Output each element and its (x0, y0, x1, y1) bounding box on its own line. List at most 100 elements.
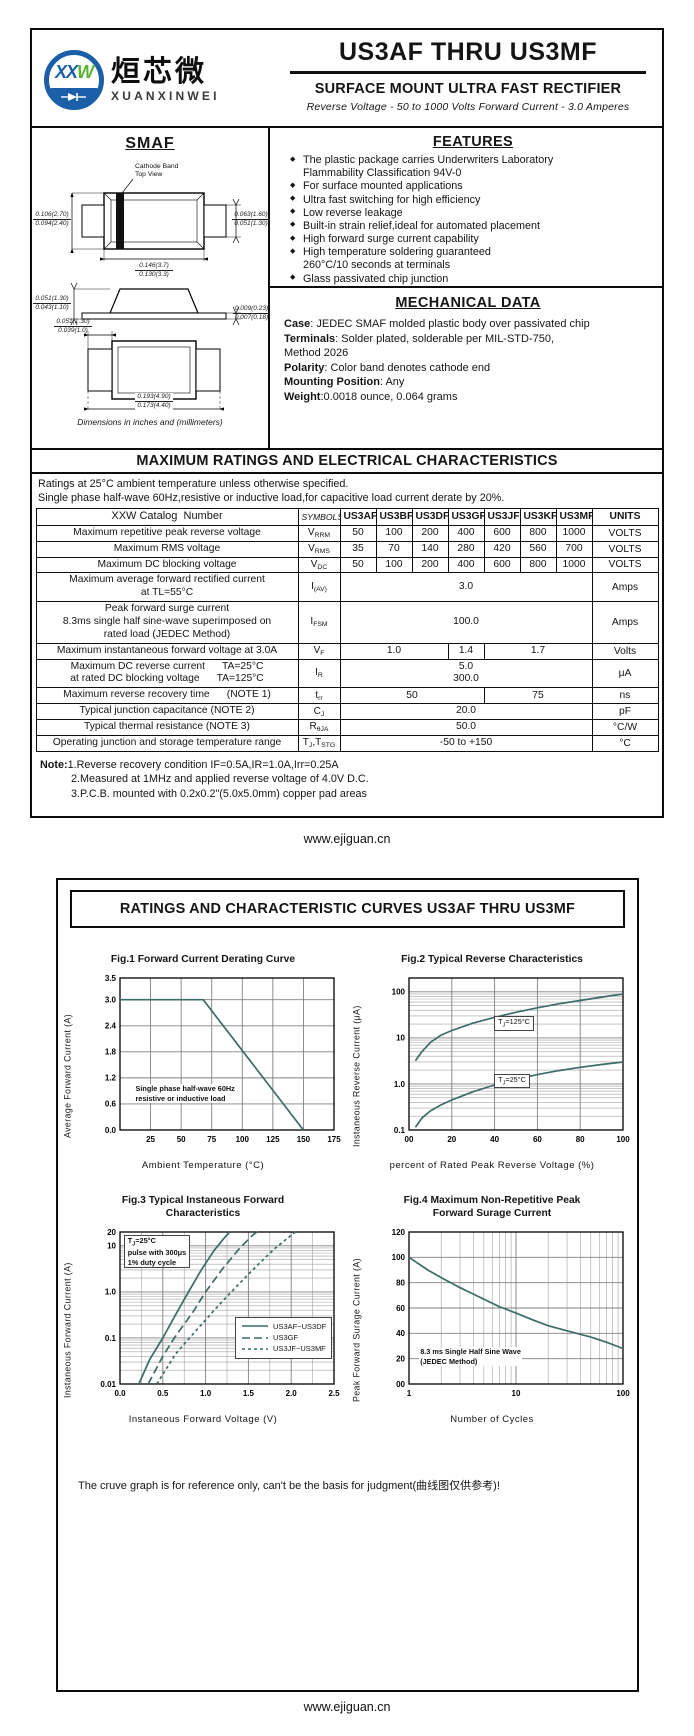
bullet-icon: ◆ (290, 247, 296, 255)
svg-text:60: 60 (396, 1304, 405, 1313)
table-row: Maximum repetitive peak reverse voltage V… (35, 524, 659, 542)
bullet-icon: ◆ (290, 274, 296, 282)
figure-fig2: Fig.2 Typical Reverse Characteristics In… (348, 954, 636, 1171)
symbol-cell: RθJA (297, 718, 341, 736)
svg-text:10: 10 (396, 1034, 405, 1043)
table-row: Operating junction and storage temperatu… (35, 734, 659, 752)
mechanical-lines: Case: JEDEC SMAF molded plastic body ove… (284, 317, 652, 404)
parameter-cell: Maximum instantaneous forward voltage at… (35, 642, 299, 660)
svg-text:1.0: 1.0 (200, 1389, 212, 1398)
legend-item: US3JF~US3MF (242, 1344, 326, 1354)
svg-text:150: 150 (296, 1135, 310, 1144)
dimension-label: 0.106(2.70) 0.094(2.40) (33, 211, 71, 228)
svg-text:0.5: 0.5 (157, 1389, 169, 1398)
svg-text:0.6: 0.6 (104, 1100, 116, 1109)
value-cell: 5.0 300.0 (339, 658, 593, 689)
svg-text:10: 10 (511, 1389, 520, 1398)
title-block: US3AF THRU US3MF SURFACE MOUNT ULTRA FAS… (284, 30, 662, 126)
fig2-plot: 00 20 40 60 80 100 0.1 1.0 10 100 TJ=125°C TJ=25°C (363, 970, 635, 1160)
catalog-number-header: XXW Catalog Number (35, 508, 299, 526)
fig1-annotation: Single phase half-wave 60Hz resistive or … (134, 1084, 236, 1104)
feature-item: ◆ Low reverse leakage (290, 206, 403, 219)
dimension-label: 0.051(1.30) 0.043(1.10) (33, 295, 71, 312)
unit-cell: Volts (591, 642, 659, 660)
svg-text:0.1: 0.1 (393, 1126, 405, 1135)
svg-text:100: 100 (235, 1135, 249, 1144)
svg-text:20: 20 (396, 1354, 405, 1363)
value-cell: 400 (447, 524, 485, 542)
table-row: Peak forward surge current 8.3ms single … (35, 601, 659, 644)
table-row: Maximum instantaneous forward voltage at… (35, 642, 659, 660)
fig1-x-axis-label: Ambient Temperature (°C) (141, 1160, 265, 1171)
figure-fig4: Fig.4 Maximum Non-Repetitive Peak Forwar… (348, 1195, 636, 1425)
value-cell: 100 (375, 524, 413, 542)
symbol-cell: VDC (297, 556, 341, 574)
unit-cell: Amps (591, 572, 659, 603)
unit-cell: μA (591, 658, 659, 689)
feature-item: ◆ High forward surge current capability (290, 233, 479, 246)
bullet-icon: ◆ (290, 221, 296, 229)
svg-text:100: 100 (391, 1253, 405, 1262)
parameter-cell: Typical thermal resistance (NOTE 3) (35, 718, 299, 736)
features-mechanical-column: FEATURES ◆ The plastic package carries Un… (270, 128, 662, 448)
logo-diode-band (50, 88, 98, 105)
fig2-title: Fig.2 Typical Reverse Characteristics (401, 954, 583, 965)
symbol-cell: VRMS (297, 540, 341, 558)
fig3-title: Fig.3 Typical Instaneous Forward Charact… (121, 1195, 285, 1219)
header: XXW 烜芯微 XUANXINWEI US3AF THRU US3MF SURF… (32, 30, 662, 128)
svg-text:0.1: 0.1 (104, 1333, 116, 1342)
dimension-label: 0.051(1.30) 0.039(1.0) (54, 318, 92, 335)
company-logo: XXW 烜芯微 XUANXINWEI (32, 30, 284, 126)
rating-summary: Reverse Voltage - 50 to 1000 Volts Forwa… (306, 101, 630, 113)
parameter-cell: Operating junction and storage temperatu… (35, 734, 299, 752)
package-drawing: Cathode Band Top View 0.106(2.70) 0.094(2… (32, 155, 270, 417)
part-number-title: US3AF THRU US3MF (290, 38, 646, 74)
symbol-cell: TJ,TSTG (297, 734, 341, 752)
table-row: Typical thermal resistance (NOTE 3) RθJA 5… (35, 718, 659, 736)
value-cell: 3.0 (339, 572, 593, 603)
mechanical-title: MECHANICAL DATA (395, 295, 541, 311)
svg-text:0.01: 0.01 (100, 1380, 116, 1389)
table-row: Maximum DC blocking voltage VDC 50 100 200 40… (35, 556, 659, 574)
figure-fig3: Fig.3 Typical Instaneous Forward Charact… (59, 1195, 347, 1425)
svg-text:40: 40 (396, 1329, 405, 1338)
part-number-header: US3JF (483, 508, 521, 526)
parameter-cell: Typical junction capacitance (NOTE 2) (35, 703, 299, 720)
units-header: UNITS (591, 508, 659, 526)
features-list: ◆ The plastic package carries Underwriter… (290, 154, 656, 286)
svg-text:80: 80 (575, 1135, 584, 1144)
company-name-cn: 烜芯微 (111, 56, 208, 88)
value-cell: 560 (519, 540, 557, 558)
company-name: 烜芯微 XUANXINWEI (111, 56, 220, 103)
note-line: 2.Measured at 1MHz and applied reverse v… (71, 773, 369, 786)
ratings-condition-line: Single phase half-wave 60Hz,resistive or… (38, 492, 505, 505)
figure-fig1: Fig.1 Forward Current Derating Curve Ave… (59, 954, 347, 1171)
package-outline-svg (68, 178, 241, 411)
fig3-annotation: TJ=25°C pulse with 300μs 1% duty cycle (123, 1234, 191, 1269)
parameter-cell: Maximum reverse recovery time (NOTE 1) (35, 687, 299, 705)
datasheet-page-1: XXW 烜芯微 XUANXINWEI US3AF THRU US3MF SURF… (30, 28, 664, 818)
fig3-plot: 0.0 0.5 1.0 1.5 2.0 2.5 0.01 0.1 1.0 10 20 TJ=25°C p… (74, 1224, 346, 1414)
symbol-cell: trr (297, 687, 341, 705)
parameter-cell: Maximum DC reverse current TA=25°C at ra… (35, 658, 299, 689)
table-row: Typical junction capacitance (NOTE 2) CJ 2… (35, 703, 659, 720)
datasheet-page-2: RATINGS AND CHARACTERISTIC CURVES US3AF … (56, 878, 639, 1692)
feature-item: ◆ Glass passivated chip junction (290, 272, 449, 285)
svg-text:1.2: 1.2 (104, 1074, 116, 1083)
page-footer-url: www.ejiguan.cn (303, 832, 391, 846)
svg-text:10: 10 (107, 1241, 116, 1250)
fig4-svg: 1 10 100 00 20 40 60 80 100 120 (391, 1228, 630, 1398)
note-line: Note:1.Reverse recovery condition IF=0.5… (40, 758, 339, 771)
fig4-y-axis-label: Peak Forward Surage Current (A) (351, 1257, 361, 1402)
value-cell: 50 (339, 687, 485, 705)
diode-icon (61, 92, 86, 101)
fig2-x-axis-label: percent of Rated Peak Reverse Voltage (%… (389, 1160, 595, 1171)
cathode-band-callout: Cathode Band Top View (135, 163, 179, 179)
symbols-header: SYMBOLS (297, 508, 341, 526)
part-number-header: US3BF (375, 508, 413, 526)
parameter-cell: Maximum repetitive peak reverse voltage (35, 524, 299, 542)
table-row: Maximum RMS voltage VRMS 35 70 140 280 420 560 7… (35, 540, 659, 558)
mechanical-line: Polarity: Color band denotes cathode end (284, 361, 491, 374)
value-cell: 800 (519, 556, 557, 574)
curves-page-title: RATINGS AND CHARACTERISTIC CURVES US3AF … (70, 890, 625, 928)
